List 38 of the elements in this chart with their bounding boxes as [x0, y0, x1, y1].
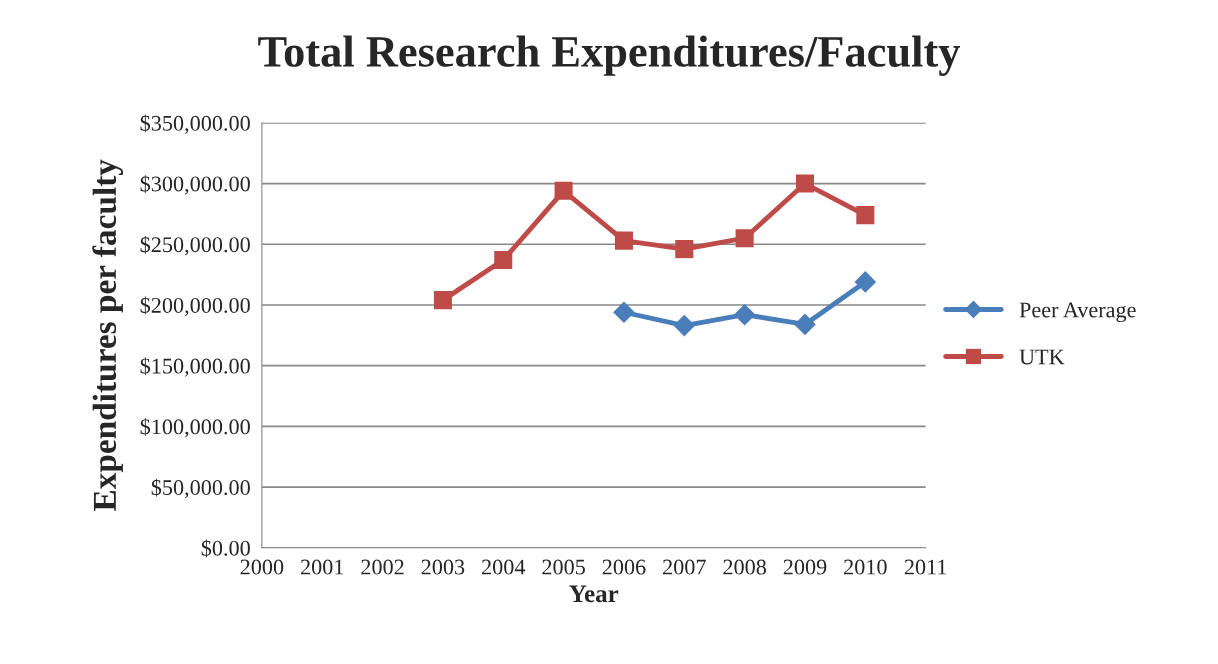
- x-tick-label: 2009: [783, 559, 827, 575]
- x-tick-label: 2000: [240, 559, 284, 575]
- y-tick-label: $250,000.00: [140, 235, 250, 256]
- y-tick-label: $0.00: [201, 539, 250, 558]
- point: [675, 240, 694, 259]
- x-tick-label: 2004: [482, 559, 526, 575]
- x-tick-label: 2007: [663, 559, 706, 575]
- point: [735, 229, 754, 248]
- y-tick-label: $350,000.00: [140, 114, 250, 134]
- point: [614, 231, 633, 250]
- point: [854, 271, 877, 293]
- y-tick-label: $150,000.00: [140, 357, 250, 377]
- point: [673, 314, 696, 337]
- x-tick-label: 2010: [844, 559, 887, 575]
- chart-title: Total Research Expenditures/Faculty: [258, 35, 961, 76]
- x-tick-label: 2006: [602, 559, 646, 575]
- y-tick-label: $100,000.00: [140, 418, 250, 438]
- point: [554, 181, 573, 200]
- x-tick-label: 2002: [361, 559, 404, 575]
- point: [856, 206, 875, 225]
- point: [613, 301, 635, 324]
- point: [795, 174, 815, 193]
- x-tick-label: 2011: [904, 559, 947, 575]
- legend-label: Peer Average: [1019, 302, 1136, 323]
- point: [433, 291, 452, 310]
- x-tick-label: 2003: [421, 559, 465, 575]
- x-tick-label: 2005: [542, 559, 585, 575]
- legend-label: UTK: [1019, 349, 1065, 365]
- x-tick-label: 2001: [300, 559, 344, 575]
- point: [494, 251, 513, 270]
- y-tick-label: $300,000.00: [140, 175, 250, 195]
- x-tick-label: 2008: [723, 559, 767, 575]
- y-tick-label: $50,000.00: [151, 478, 250, 499]
- point: [733, 303, 756, 326]
- y-tick-label: $200,000.00: [140, 296, 250, 317]
- x-axis-title: Year: [569, 585, 619, 603]
- y-axis-title: Expenditures per faculty: [92, 159, 123, 512]
- point: [794, 313, 816, 336]
